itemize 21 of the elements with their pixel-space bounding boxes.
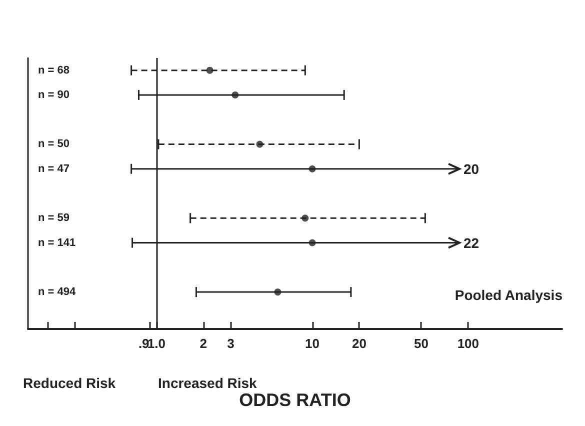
y-tick-label: n = 494 xyxy=(38,286,76,298)
x-tick-label: 2 xyxy=(200,336,207,351)
x-axis-title: ODDS RATIO xyxy=(239,390,351,410)
x-tick-label: 20 xyxy=(352,336,366,351)
y-tick-label: n = 90 xyxy=(38,88,70,101)
x-tick-label: 3 xyxy=(227,336,234,351)
annotation: 20 xyxy=(464,160,480,177)
y-tick-label: n = 50 xyxy=(38,138,70,150)
y-tick-label: n = 47 xyxy=(38,162,70,175)
annotation: 22 xyxy=(464,234,480,251)
x-tick-label: 1.0 xyxy=(147,336,166,351)
x-tick-label: 100 xyxy=(457,336,480,351)
x-tick-label: .9 xyxy=(138,336,150,351)
y-tick-label: n = 68 xyxy=(38,64,70,76)
x-tick-label: 10 xyxy=(305,336,320,351)
text: Increased Risk xyxy=(158,375,258,391)
y-tick-label: n = 59 xyxy=(38,212,70,224)
x-tick-label: 50 xyxy=(414,336,428,351)
text: Reduced Risk xyxy=(23,375,116,391)
annotation: Pooled Analysis xyxy=(454,287,563,303)
y-tick-label: n = 141 xyxy=(38,236,76,249)
